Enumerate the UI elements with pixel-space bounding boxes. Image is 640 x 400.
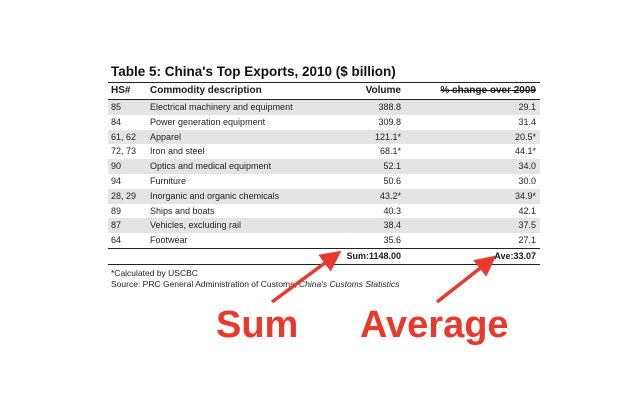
row-volume: 43.2*: [379, 190, 401, 201]
table-row: 72, 73 Iron and steel 68.1* 44.1*: [108, 144, 540, 159]
row-description: Electrical machinery and equipment: [150, 102, 293, 112]
row-description: Inorganic and organic chemicals: [150, 190, 280, 201]
row-volume: 35.6: [383, 235, 401, 246]
row-percent-change: 27.1: [518, 235, 536, 246]
header-description: Commodity description: [150, 85, 262, 96]
source-prefix: Source: PRC General Administration of Cu…: [111, 279, 300, 289]
row-volume: 68.1*: [379, 146, 401, 157]
sum-value: Sum:1148.00: [346, 251, 401, 261]
header-hs: HS#: [111, 85, 131, 96]
table-row: 94 Furniture 50.6 30.0: [108, 174, 540, 189]
row-hs: 64: [111, 235, 122, 246]
table-body: 85 Electrical machinery and equipment 388.…: [108, 100, 540, 248]
row-percent-change: 34.0: [518, 161, 536, 172]
row-percent-change: 34.9*: [514, 190, 536, 201]
row-volume: 50.6: [383, 175, 401, 186]
row-hs: 89: [111, 205, 122, 216]
row-description: Apparel: [150, 131, 182, 142]
table-header: HS# Commodity description Volume % chang…: [108, 83, 540, 99]
table-row: 28, 29 Inorganic and organic chemicals 43.…: [108, 188, 540, 204]
row-description: Ships and boats: [150, 205, 215, 216]
table-row: 61, 62 Apparel 121.1* 20.5*: [108, 129, 540, 145]
row-hs: 87: [111, 220, 122, 231]
row-percent-change: 31.4: [518, 116, 536, 127]
row-volume: 40.3: [383, 205, 401, 216]
row-hs: 84: [111, 116, 122, 127]
row-percent-change: 20.5*: [514, 131, 536, 142]
row-hs: 72, 73: [111, 146, 137, 157]
row-volume: 388.8: [378, 102, 401, 112]
row-hs: 28, 29: [111, 190, 137, 201]
table-row: 87 Vehicles, excluding rail 38.4 37.5: [108, 218, 540, 234]
source-title: China's Customs Statistics: [299, 279, 400, 289]
row-percent-change: 37.5: [518, 220, 536, 231]
top-rule: [108, 82, 540, 83]
row-hs: 61, 62: [111, 131, 137, 142]
row-description: Iron and steel: [150, 146, 205, 157]
row-description: Vehicles, excluding rail: [150, 220, 242, 231]
average-arrow: [435, 255, 497, 304]
row-hs: 90: [111, 161, 122, 172]
sum-arrow: [270, 250, 342, 304]
row-volume: 38.4: [383, 220, 401, 231]
body-rule: [108, 248, 540, 249]
row-hs: 85: [111, 102, 122, 112]
row-description: Optics and medical equipment: [150, 161, 272, 172]
header-volume: Volume: [365, 85, 401, 96]
average-annotation: Average: [360, 304, 509, 346]
table-row: 89 Ships and boats 40.3 42.1: [108, 204, 540, 219]
row-percent-change: 44.1*: [514, 146, 536, 157]
row-hs: 94: [111, 175, 122, 186]
row-description: Furniture: [150, 175, 187, 186]
row-volume: 309.8: [378, 116, 401, 127]
row-description: Power generation equipment: [150, 116, 266, 127]
row-percent-change: 42.1: [518, 205, 536, 216]
sum-annotation: Sum: [216, 304, 299, 346]
average-value: Ave:33.07: [494, 251, 536, 261]
table-row: 85 Electrical machinery and equipment 388.…: [108, 100, 540, 115]
source-note: Source: PRC General Administration of Cu…: [111, 279, 399, 289]
table-row: 84 Power generation equipment 309.8 31.4: [108, 115, 540, 130]
header-percent-change: % change over 2009: [440, 85, 536, 96]
header-rule: [108, 99, 540, 100]
table-title: Table 5: China's Top Exports, 2010 ($ bi…: [111, 64, 396, 79]
row-volume: 121.1*: [374, 131, 401, 142]
footnote: *Calculated by USCBC: [111, 268, 198, 278]
table-row: 90 Optics and medical equipment 52.1 34.0: [108, 159, 540, 174]
summary-row: Sum:1148.00 Ave:33.07: [108, 249, 540, 264]
row-percent-change: 29.1: [518, 102, 536, 112]
row-percent-change: 30.0: [518, 175, 536, 186]
row-volume: 52.1: [383, 161, 401, 172]
row-description: Footwear: [150, 235, 188, 246]
table-row: 64 Footwear 35.6 27.1: [108, 233, 540, 248]
